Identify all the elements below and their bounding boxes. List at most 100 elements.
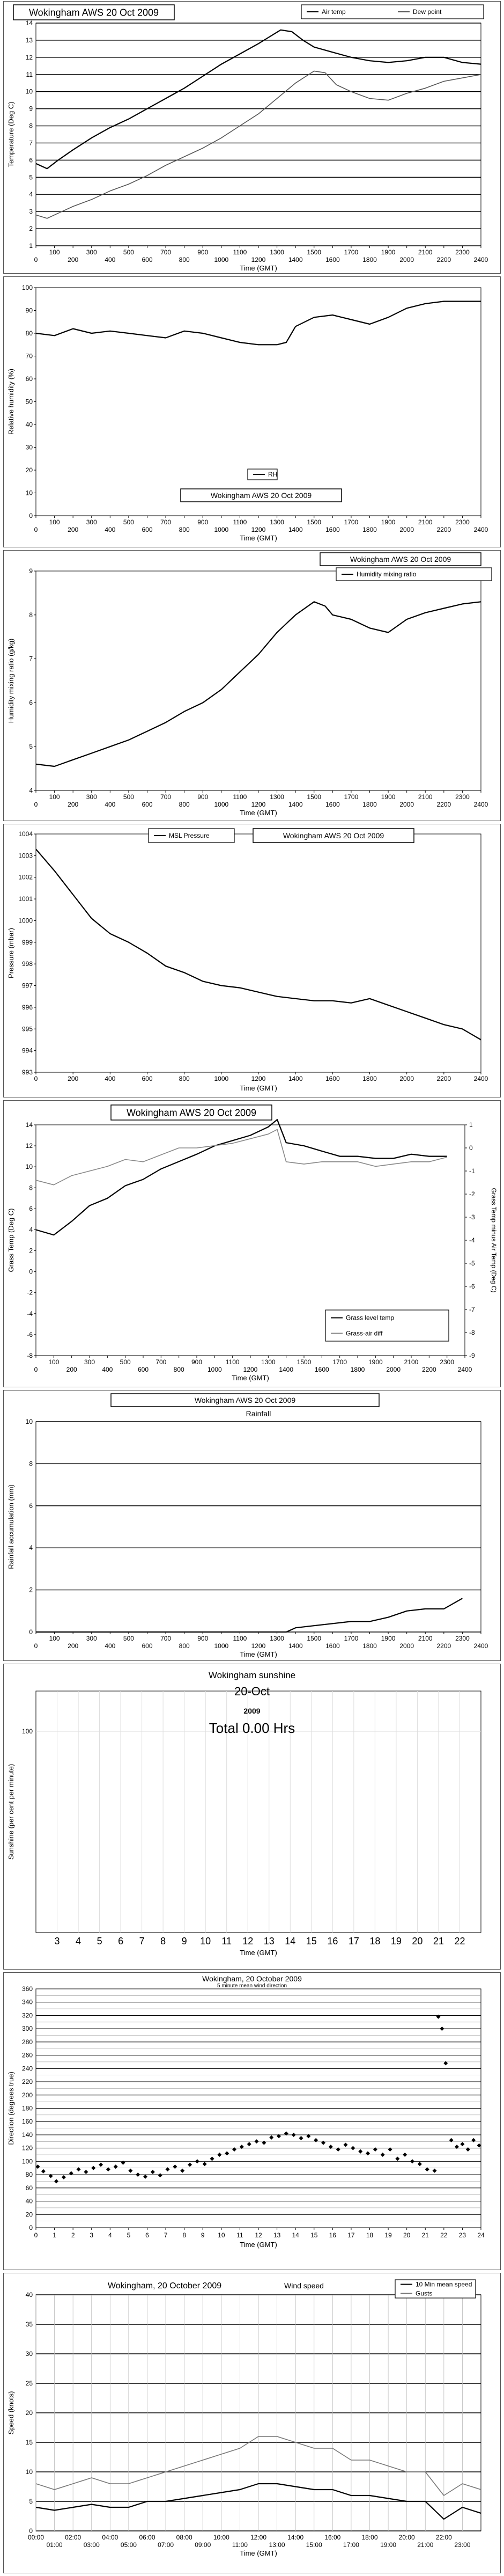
wspd-chart-subtitle: Wind speed xyxy=(284,2281,324,2290)
mix-x-tick-label: 400 xyxy=(105,801,115,808)
wspd-chart-svg: 0 5 10 15 20 25 30 35 40 00:0001:0002:0003:0004:0… xyxy=(7,2279,481,2557)
grass-x-tick-label: 400 xyxy=(102,1366,113,1373)
rh-x-tick-label: 300 xyxy=(86,518,97,526)
rain-x-tick-label: 2300 xyxy=(455,1635,470,1642)
wdir-y-tick-label: 120 xyxy=(22,2145,33,2152)
rh-y-tick-label: 40 xyxy=(26,421,33,428)
pressure-y-tick-label: 996 xyxy=(22,1004,33,1011)
temp-x-tick-label: 1300 xyxy=(270,248,284,256)
temp-x-tick-label: 2200 xyxy=(436,256,451,264)
wdir-data-point xyxy=(366,2151,370,2156)
rh-y-tick-label: 100 xyxy=(22,284,33,291)
mix-x-tick-label: 1000 xyxy=(214,801,228,808)
wdir-data-point xyxy=(262,2140,266,2145)
grass-y-axis-label: Grass Temp (Deg C) xyxy=(7,1209,15,1272)
pressure-x-tick-label: 2400 xyxy=(474,1075,488,1082)
rh-y-tick-label: 10 xyxy=(26,489,33,497)
temp-x-tick-label: 900 xyxy=(197,248,208,256)
sun-year-label: 2009 xyxy=(243,1707,260,1715)
grass-y-tick-label: 14 xyxy=(26,1121,33,1129)
wdir-y-tick-label: 20 xyxy=(26,2211,33,2218)
wdir-x-tick-label: 14 xyxy=(292,2231,299,2239)
mix-y-tick-label: 4 xyxy=(29,787,33,794)
pressure-series-line-0 xyxy=(35,848,481,1041)
mix-x-tick-label: 2300 xyxy=(455,793,470,801)
temp-x-tick-label: 1700 xyxy=(344,248,359,256)
wspd-x-tick-label: 17:00 xyxy=(343,2541,359,2549)
wdir-data-point xyxy=(351,2146,355,2150)
grass-x-tick-label: 1600 xyxy=(315,1366,329,1373)
wspd-x-tick-label: 22:00 xyxy=(436,2534,452,2541)
sun-plot-frame xyxy=(35,1690,481,1933)
sun-x-tick-label: 21 xyxy=(433,1936,444,1946)
wdir-data-point xyxy=(180,2168,185,2173)
wspd-x-tick-label: 16:00 xyxy=(324,2534,340,2541)
sun-x-tick-label: 11 xyxy=(221,1936,232,1946)
wdir-y-tick-label: 220 xyxy=(22,2078,33,2085)
grass-y-right-tick-label: -2 xyxy=(469,1190,475,1198)
wdir-data-point xyxy=(343,2142,348,2147)
wdir-data-point xyxy=(388,2147,392,2152)
rh-y-tick-label: 90 xyxy=(26,307,33,314)
wdir-x-tick-label: 9 xyxy=(201,2231,205,2239)
wspd-series-line-1 xyxy=(35,2436,481,2496)
wdir-data-point xyxy=(143,2174,148,2179)
sun-x-tick-label: 10 xyxy=(200,1936,211,1946)
rain-x-tick-label: 500 xyxy=(123,1635,134,1642)
wspd-x-tick-label: 18:00 xyxy=(361,2534,377,2541)
wdir-data-point xyxy=(373,2147,377,2152)
wdir-data-point xyxy=(91,2165,96,2170)
rh-x-tick-label: 100 xyxy=(49,518,60,526)
temp-y-tick-label: 2 xyxy=(29,225,33,232)
mix-y-axis-label: Humidity mixing ratio (g/kg) xyxy=(7,639,15,723)
grass-x-tick-label: 700 xyxy=(155,1358,166,1366)
temp-x-tick-label: 2000 xyxy=(399,256,414,264)
rh-plot-frame xyxy=(35,287,481,516)
wdir-data-point xyxy=(403,2153,407,2157)
rain-chart-subtitle: Rainfall xyxy=(246,1409,271,1418)
temp-x-tick-label: 2400 xyxy=(474,256,488,264)
temp-y-tick-label: 9 xyxy=(29,105,33,113)
grass-y-tick-label: 8 xyxy=(29,1184,33,1191)
sun-x-tick-label: 7 xyxy=(139,1936,145,1946)
grass-chart-panel: -8 -6 -4 -2 0 2 4 6 8 10 12 14 0 200 400 600 800 1000 1200… xyxy=(3,1100,501,1387)
mix-x-tick-label: 0 xyxy=(34,801,38,808)
rh-y-axis-label: Relative humidity (%) xyxy=(7,369,15,435)
temp-y-tick-label: 8 xyxy=(29,122,33,130)
grass-y-tick-label: 12 xyxy=(26,1142,33,1150)
pressure-x-tick-label: 1800 xyxy=(362,1075,377,1082)
grass-series-line-1 xyxy=(35,1129,447,1185)
rh-x-tick-label: 1100 xyxy=(233,518,247,526)
wdir-x-tick-label: 1 xyxy=(53,2231,56,2239)
rh-x-tick-label: 0 xyxy=(34,526,38,533)
wspd-y-tick-label: 0 xyxy=(29,2527,33,2535)
wdir-data-point xyxy=(35,2164,40,2169)
pressure-y-tick-label: 998 xyxy=(22,960,33,968)
wspd-legend-label-0: 10 Min mean speed xyxy=(416,2281,472,2288)
sun-x-tick-label: 20 xyxy=(412,1936,423,1946)
grass-y-tick-label: 2 xyxy=(29,1247,33,1255)
mix-y-tick-label: 7 xyxy=(29,655,33,663)
temp-x-tick-label: 400 xyxy=(105,256,115,264)
wdir-y-tick-label: 60 xyxy=(26,2184,33,2192)
wdir-y-axis-label: Direction (degrees true) xyxy=(7,2072,15,2145)
wspd-chart-panel: 0 5 10 15 20 25 30 35 40 00:00 01:00 02:00 03:00 04:0… xyxy=(3,2273,501,2573)
temp-x-tick-label: 1200 xyxy=(251,256,266,264)
wspd-x-tick-label: 02:00 xyxy=(65,2534,81,2541)
grass-x-tick-label: 100 xyxy=(48,1358,59,1366)
rain-x-tick-label: 800 xyxy=(179,1642,190,1650)
rh-x-axis-label: Time (GMT) xyxy=(240,534,277,542)
wdir-data-point xyxy=(247,2142,251,2147)
rain-x-axis-label: Time (GMT) xyxy=(240,1650,277,1658)
mix-x-tick-label: 1300 xyxy=(270,793,284,801)
grass-x-tick-label: 1500 xyxy=(297,1358,312,1366)
rain-title-box xyxy=(110,1393,380,1407)
pressure-y-axis-label: Pressure (mbar) xyxy=(7,928,15,978)
grass-y-right-tick-label: -8 xyxy=(469,1329,475,1336)
rh-y-tick-label: 60 xyxy=(26,375,33,383)
wdir-data-point xyxy=(106,2167,110,2172)
pressure-x-tick-label: 0 xyxy=(34,1075,38,1082)
mix-chart-title: Wokingham AWS 20 Oct 2009 xyxy=(350,555,451,564)
wdir-data-point xyxy=(136,2172,140,2177)
wdir-x-tick-label: 20 xyxy=(403,2231,411,2239)
